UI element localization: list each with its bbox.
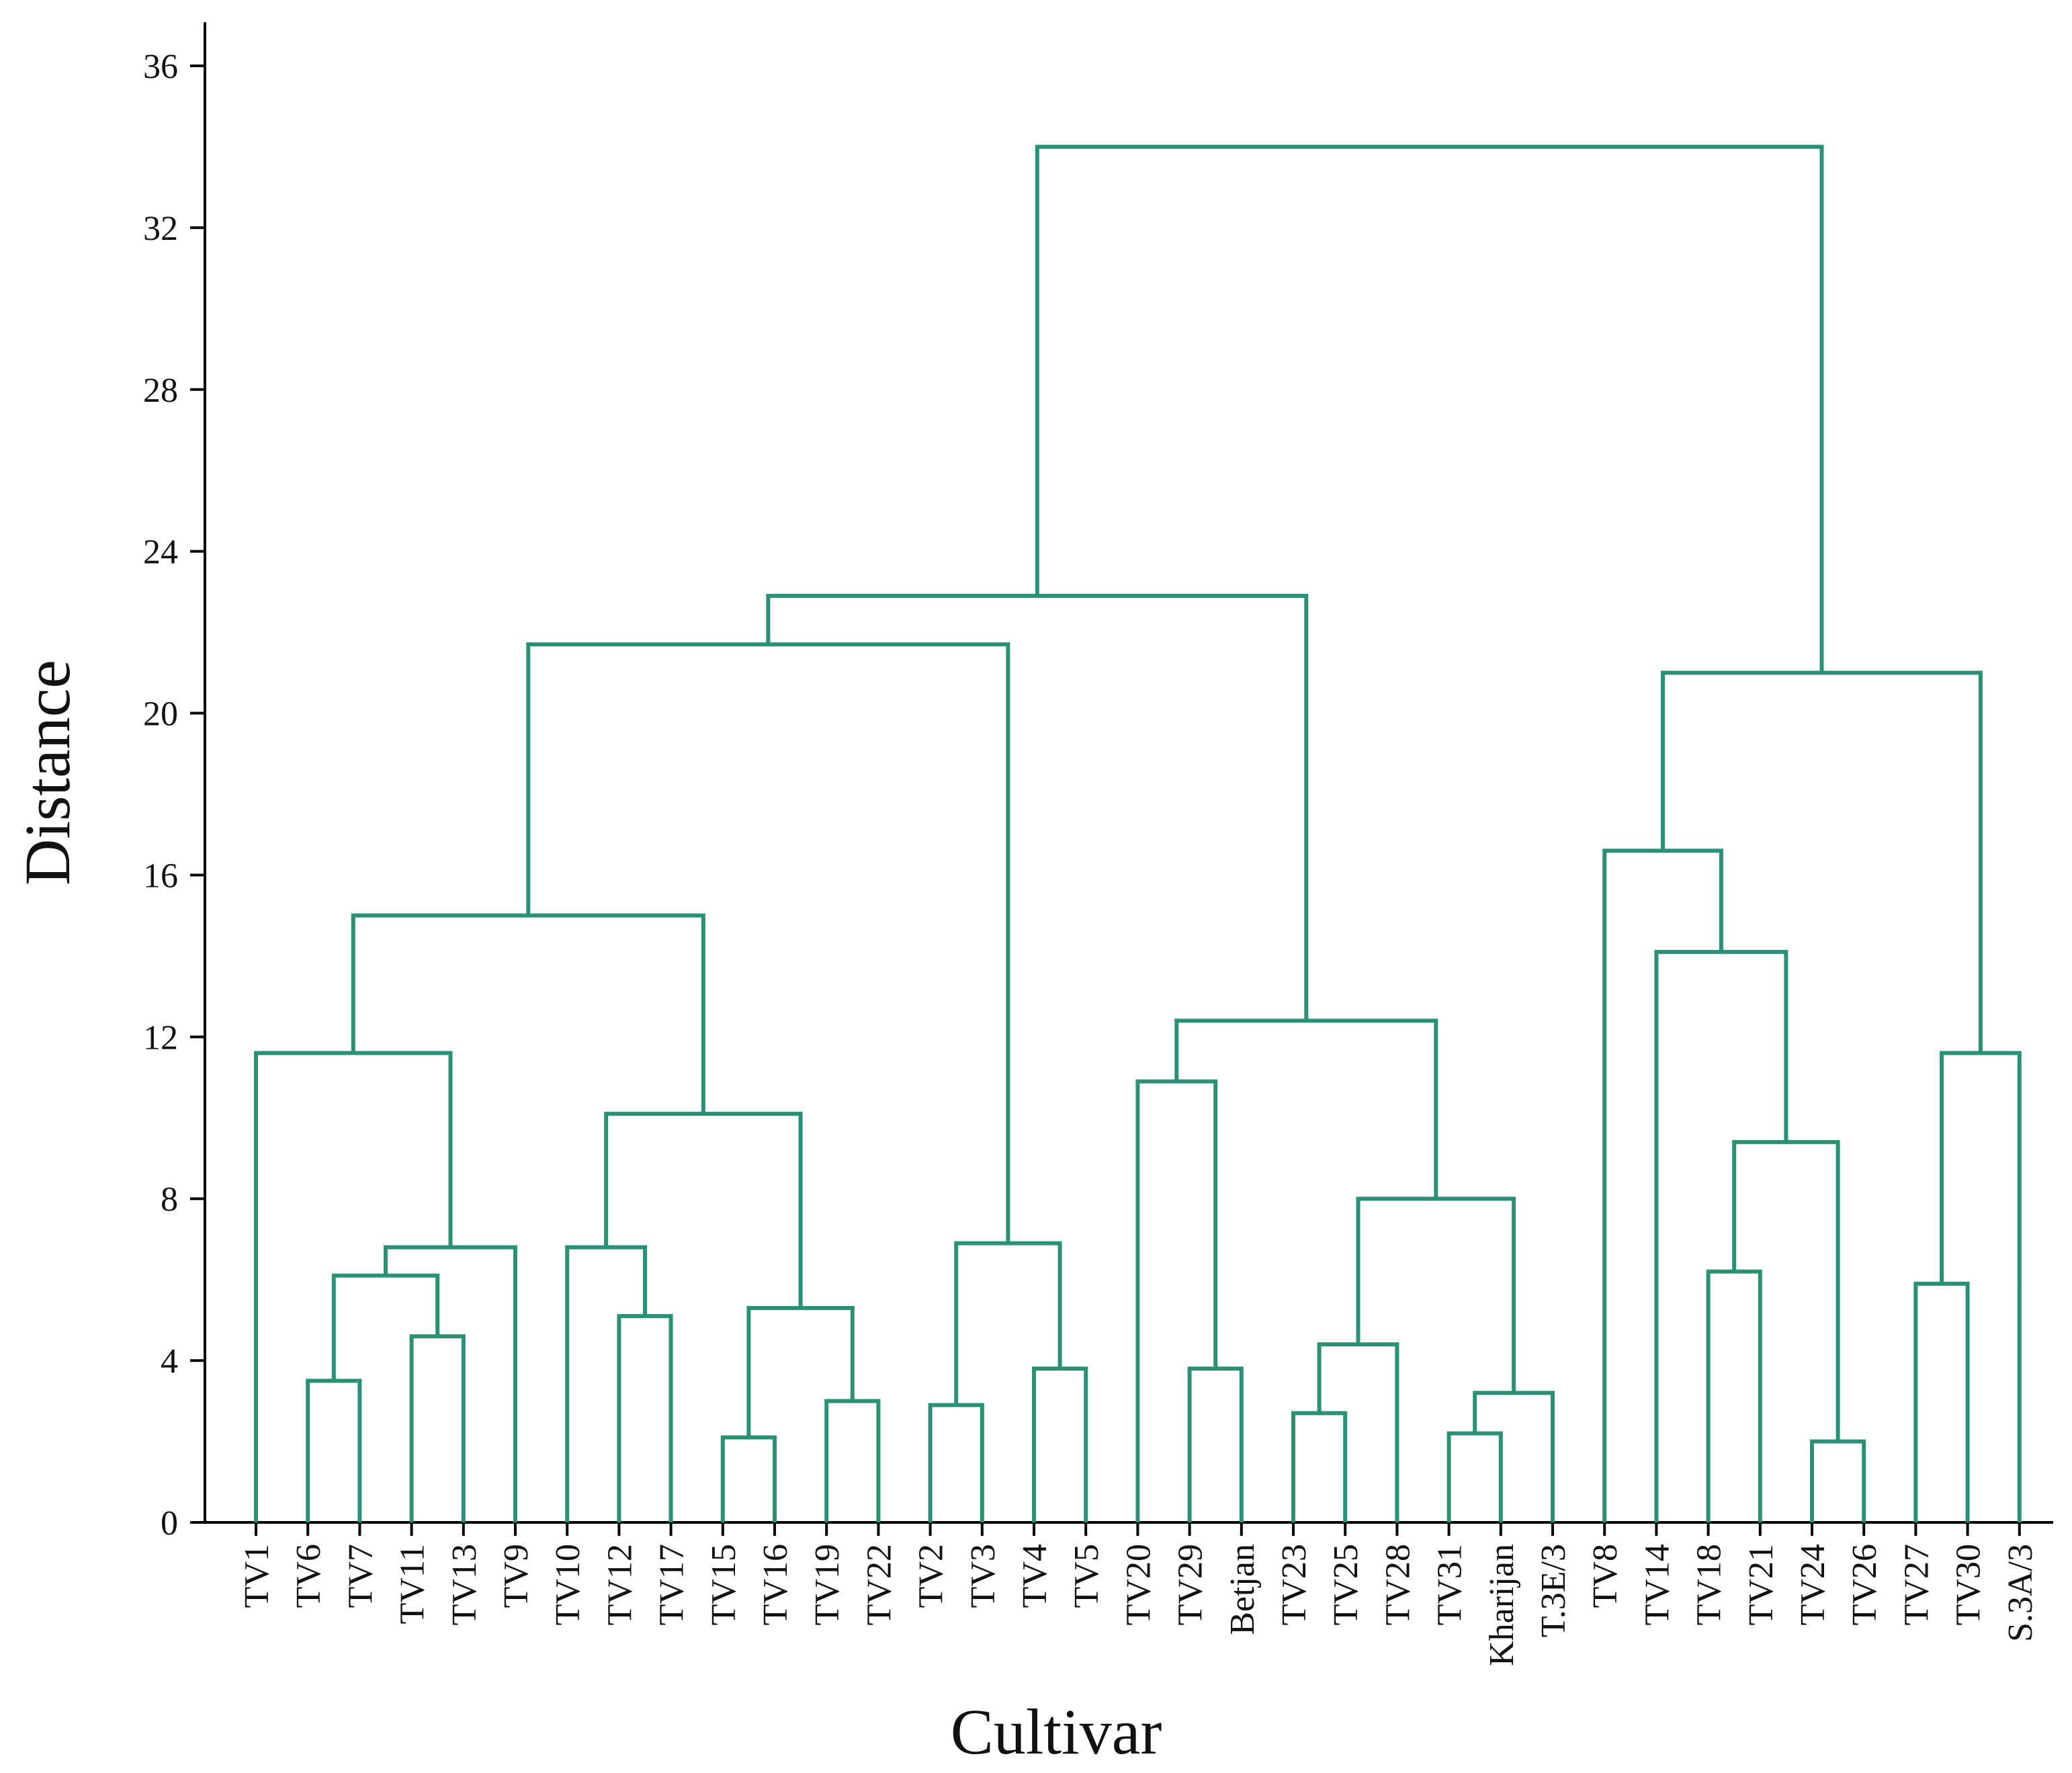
dendrogram-link: [1356, 1197, 1516, 1393]
leaf-label: TV10: [549, 1544, 587, 1625]
y-tick-label: 4: [161, 1342, 178, 1381]
leaf-label: TV16: [757, 1544, 795, 1625]
leaf-label: TV8: [1586, 1544, 1625, 1608]
leaf-label: TV29: [1172, 1544, 1210, 1625]
dendrogram-link: [1913, 1281, 1970, 1522]
leaf-labels: TV1 TV6 TV7 TV11 TV13 TV9 TV10 TV12 TV17 TV15 TV16…: [238, 1522, 2040, 1666]
axes: [204, 22, 2053, 1524]
y-tick-label: 28: [143, 372, 178, 410]
leaf-label: TV19: [808, 1544, 847, 1625]
dendrogram-link: [746, 1305, 855, 1438]
leaf-label: TV3: [964, 1544, 1002, 1608]
dendrogram-link: [1940, 1051, 2022, 1522]
leaf-label: TV12: [601, 1544, 639, 1625]
dendrogram-link: [1291, 1411, 1348, 1522]
leaf-label: TV13: [445, 1544, 484, 1625]
leaf-label: TV25: [1327, 1544, 1365, 1625]
leaf-label: TV11: [394, 1544, 432, 1624]
y-tick-label: 16: [143, 857, 178, 895]
dendrogram-link: [1032, 1367, 1088, 1522]
leaf-label: TV4: [1016, 1544, 1054, 1608]
dendrogram-link: [526, 642, 1010, 1244]
dendrogram-link: [1317, 1342, 1399, 1522]
leaf-label: TV20: [1119, 1544, 1158, 1625]
dendrogram-link: [1447, 1431, 1503, 1522]
dendrogram-link: [1706, 1269, 1762, 1522]
leaf-label: TV9: [497, 1544, 535, 1608]
leaf-label: TV26: [1846, 1544, 1884, 1625]
dendrogram-link: [1473, 1391, 1555, 1522]
y-tick-label: 0: [161, 1504, 178, 1543]
leaf-label: TV1: [238, 1544, 276, 1608]
leaf-label: Betjan: [1223, 1544, 1262, 1635]
leaf-label: S.3A/3: [2001, 1544, 2040, 1642]
y-tick-label: 24: [143, 533, 178, 572]
dendrogram-link: [1135, 1079, 1218, 1522]
leaf-label: TV23: [1275, 1544, 1313, 1625]
dendrogram-link: [384, 1245, 517, 1522]
leaf-label: TV31: [1431, 1544, 1469, 1625]
dendrogram-links: [254, 144, 2022, 1522]
leaf-label: TV28: [1379, 1544, 1417, 1625]
dendrogram-link: [1810, 1439, 1866, 1522]
dendrogram-link: [306, 1379, 362, 1522]
dendrogram-link: [1035, 144, 1824, 673]
y-tick-label: 20: [143, 695, 178, 734]
dendrogram-link: [766, 593, 1309, 1021]
y-axis-title: Distance: [11, 660, 83, 885]
dendrogram-link: [1732, 1139, 1840, 1442]
leaf-label: TV5: [1068, 1544, 1106, 1608]
dendrogram-link: [1187, 1367, 1244, 1522]
leaf-label: TV6: [290, 1544, 328, 1608]
leaf-label: TV15: [705, 1544, 743, 1625]
leaf-label: TV14: [1638, 1544, 1676, 1625]
dendrogram-link: [1661, 671, 1983, 1053]
leaf-label: Kharijan: [1483, 1544, 1521, 1666]
leaf-label: T.3E/3: [1535, 1544, 1573, 1637]
dendrogram-link: [954, 1241, 1062, 1406]
leaf-label: TV22: [860, 1544, 898, 1625]
dendrogram-link: [617, 1313, 673, 1522]
dendrogram-link: [331, 1273, 440, 1381]
dendrogram-link: [604, 1111, 803, 1308]
y-tick-label: 32: [143, 210, 178, 248]
dendrogram-link: [409, 1334, 466, 1522]
leaf-label: TV27: [1897, 1544, 1936, 1625]
y-tick-label: 12: [143, 1019, 178, 1057]
leaf-label: TV2: [912, 1544, 951, 1608]
leaf-label: TV30: [1950, 1544, 1988, 1625]
dendrogram-link: [720, 1435, 777, 1522]
dendrogram-link: [824, 1399, 881, 1522]
dendrogram-link: [928, 1403, 984, 1522]
leaf-label: TV24: [1794, 1544, 1832, 1625]
y-ticks: 0 4 8 12 16 20 24 28 32 36: [143, 48, 205, 1543]
y-tick-label: 8: [161, 1180, 178, 1219]
leaf-label: TV18: [1690, 1544, 1729, 1625]
y-tick-label: 36: [143, 48, 178, 86]
dendrogram-link: [1654, 949, 1788, 1522]
x-axis-title: Cultivar: [951, 1696, 1162, 1768]
dendrogram-link: [565, 1245, 647, 1522]
leaf-label: TV7: [341, 1544, 380, 1608]
leaf-label: TV21: [1742, 1544, 1780, 1625]
dendrogram-link: [351, 913, 705, 1114]
dendrogram-link: [254, 1051, 453, 1522]
leaf-label: TV17: [653, 1544, 691, 1625]
